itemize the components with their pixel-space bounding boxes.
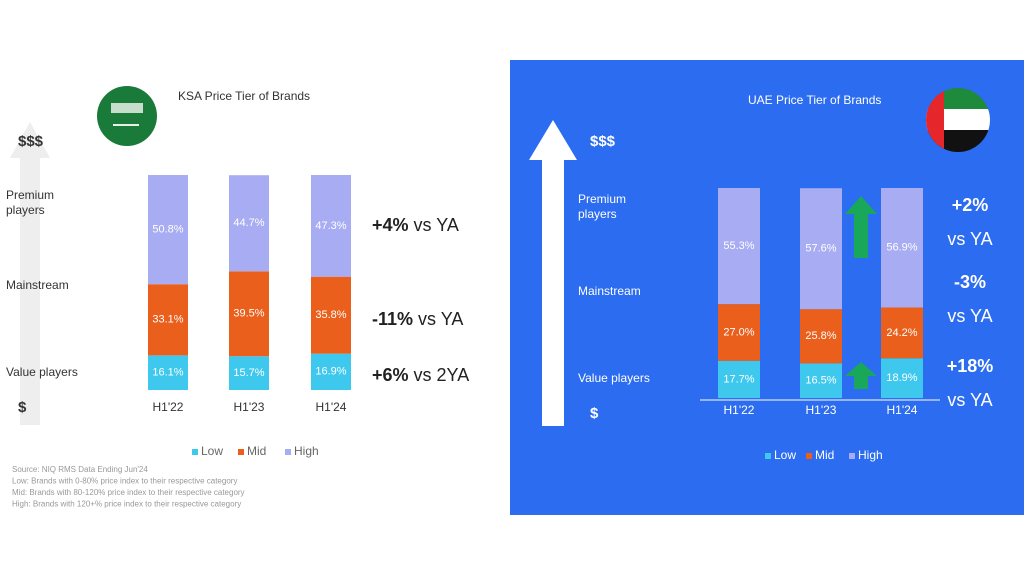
annotation-change: +18% [947,356,994,376]
legend-label: Mid [247,444,266,458]
bar-segment [718,188,760,305]
footnote: High: Brands with 120+% price index to t… [12,500,241,509]
tier-label: Premium [6,188,54,202]
legend-marker [285,449,291,455]
bar-segment [148,175,188,285]
annotation-basis: vs 2YA [414,365,470,385]
footnote: Mid: Brands with 80-120% price index to … [12,488,245,497]
annotation-change: -11% [372,309,413,329]
value-label: 35.8% [315,309,346,321]
bar-segment [881,188,923,308]
ksa-flag [97,86,157,146]
tier-label: $$$ [590,133,616,150]
price-arrow [10,122,50,425]
value-label: 15.7% [233,367,264,379]
value-label: 27.0% [723,326,754,338]
annotation-change: -3% [954,272,986,292]
bar-segment [148,284,188,356]
x-tick-label: H1'23 [234,400,265,414]
up-arrow [845,196,877,258]
value-label: 50.8% [152,224,183,236]
tier-label: Mainstream [578,284,641,298]
x-tick-label: H1'22 [724,403,755,417]
bar-segment [148,355,188,390]
bar-segment [311,353,351,390]
price-arrow [529,120,577,426]
value-label: 25.8% [805,330,836,342]
bar-segment [718,304,760,361]
chart-title: KSA Price Tier of Brands [178,89,310,103]
legend-marker [238,449,244,455]
annotation-basis: vs YA [418,309,463,329]
tier-label: $ [590,405,599,422]
bar-segment [800,309,842,364]
tier-label: $$$ [18,133,44,150]
value-label: 44.7% [233,217,264,229]
legend-marker [849,453,855,459]
legend-label: Low [774,448,796,462]
bar-segment [881,307,923,359]
legend-label: High [858,448,883,462]
value-label: 16.9% [315,366,346,378]
tier-label: Value players [6,365,78,379]
legend-marker [806,453,812,459]
footnote: Source: NIQ RMS Data Ending Jun'24 [12,465,148,474]
x-tick-label: H1'24 [887,403,918,417]
value-label: 17.7% [723,373,754,385]
value-label: 18.9% [886,372,917,384]
bar-segment [800,363,842,398]
legend-label: High [294,444,319,458]
tier-label: Value players [578,371,650,385]
annotation-basis: vs YA [947,229,992,249]
legend-marker [192,449,198,455]
bar-segment [229,271,269,357]
tier-label: Mainstream [6,278,69,292]
flag-sword [113,124,139,126]
flag-script [111,103,143,113]
chart-title: UAE Price Tier of Brands [748,93,881,107]
annotation-change: +4% [372,215,409,235]
bar-segment [229,356,269,390]
value-label: 57.6% [805,243,836,255]
value-label: 39.5% [233,308,264,320]
bar-segment [311,175,351,277]
legend-label: Mid [815,448,834,462]
annotation-change: +2% [952,195,989,215]
value-label: 16.5% [805,375,836,387]
bar-segment [229,175,269,272]
value-label: 55.3% [723,240,754,252]
value-label: 56.9% [886,242,917,254]
bar-segment [881,358,923,398]
value-label: 33.1% [152,314,183,326]
tier-label: players [578,207,617,221]
bar-segment [311,276,351,354]
bar-segment [800,188,842,310]
value-label: 16.1% [152,367,183,379]
value-label: 24.2% [886,327,917,339]
uae-flag [926,88,990,152]
up-arrow [845,362,877,389]
x-tick-label: H1'23 [806,403,837,417]
annotation-basis: vs YA [947,390,992,410]
legend-label: Low [201,444,223,458]
x-tick-label: H1'24 [316,400,347,414]
tier-label: $ [18,399,27,416]
legend-marker [765,453,771,459]
bar-segment [718,360,760,398]
annotation-change: +6% [372,365,409,385]
tier-label: players [6,203,45,217]
x-tick-label: H1'22 [153,400,184,414]
footnote: Low: Brands with 0-80% price index to th… [12,477,237,486]
value-label: 47.3% [315,220,346,232]
annotation-basis: vs YA [414,215,459,235]
annotation-basis: vs YA [947,306,992,326]
tier-label: Premium [578,192,626,206]
